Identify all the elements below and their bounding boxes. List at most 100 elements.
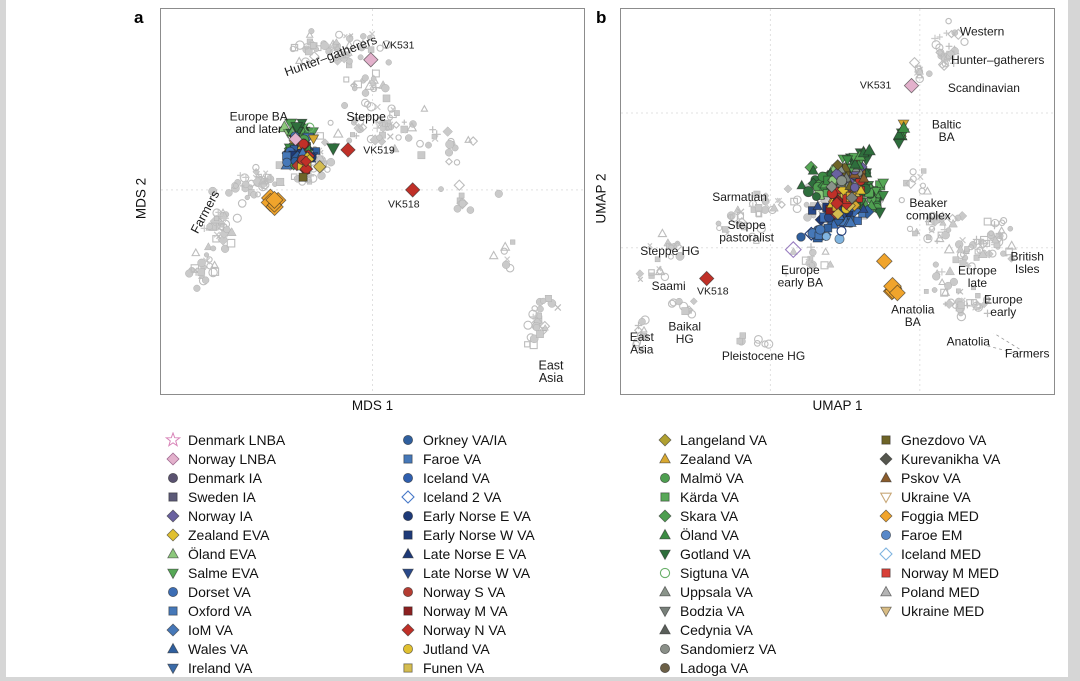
legend-item-dorset-va: Dorset VA xyxy=(165,582,285,601)
background-point xyxy=(945,42,953,50)
sample-point xyxy=(830,196,844,211)
background-point xyxy=(925,234,931,240)
panel-a-letter: a xyxy=(134,8,144,27)
background-point xyxy=(946,49,956,59)
background-point xyxy=(373,124,382,133)
background-point xyxy=(328,44,334,49)
annotation-europe: Europe early BA xyxy=(778,263,823,290)
sample-point xyxy=(873,207,887,220)
legend-label: Late Norse W VA xyxy=(423,564,531,581)
sample-point xyxy=(857,172,870,183)
background-point xyxy=(975,293,981,299)
background-point xyxy=(376,134,383,141)
background-point xyxy=(763,201,770,209)
sample-point xyxy=(290,122,304,134)
background-point xyxy=(420,104,429,112)
background-point xyxy=(387,104,396,113)
annotation-vk531: VK531 xyxy=(860,79,892,91)
annotation-vk518: VK518 xyxy=(388,198,420,210)
background-point xyxy=(308,28,315,35)
sample-point xyxy=(821,232,831,241)
background-point xyxy=(1005,247,1013,256)
background-cluster-right-sparse xyxy=(438,159,503,214)
legend-item-skara-va: Skara VA xyxy=(657,506,776,525)
annotation-british: British Isles xyxy=(1011,250,1044,277)
background-point xyxy=(826,260,835,268)
background-point xyxy=(640,325,648,333)
sample-point xyxy=(831,159,844,171)
legend-column-2: Orkney VA/IA Faroe VA Iceland VA Iceland 2 … xyxy=(400,430,535,678)
background-point xyxy=(237,199,247,208)
circle-marker-icon xyxy=(660,644,670,655)
background-point xyxy=(1000,250,1007,257)
background-cluster-baikal-hg xyxy=(667,297,698,319)
triangle-up-marker-icon xyxy=(167,547,179,559)
sample-point xyxy=(845,191,859,205)
background-point xyxy=(370,85,378,93)
legend-item-poland-med: Poland MED xyxy=(878,582,1000,601)
background-point xyxy=(532,323,541,332)
legend-item-iceland-va: Iceland VA xyxy=(400,468,535,487)
legend-item-sandomierz-va: Sandomierz VA xyxy=(657,640,776,659)
background-point xyxy=(915,74,924,83)
background-point xyxy=(343,33,348,39)
sample-point xyxy=(807,164,819,175)
background-point xyxy=(803,213,812,222)
diamond-marker-icon xyxy=(166,528,180,542)
sample-point xyxy=(802,186,814,198)
background-point xyxy=(938,60,950,72)
background-point xyxy=(453,204,462,213)
annotation-baltic: Baltic BA xyxy=(932,117,961,144)
background-point xyxy=(657,228,668,238)
legend-item-land-eva: Öland EVA xyxy=(165,544,285,563)
mds-scatter-plot: Hunter–gatherers VK531 Europe BA and later S… xyxy=(161,9,584,394)
marker-vk518 xyxy=(698,270,715,287)
background-point xyxy=(964,302,971,309)
background-point xyxy=(341,102,349,109)
background-point xyxy=(931,40,941,50)
background-point xyxy=(933,214,941,222)
square-marker-icon xyxy=(403,454,413,464)
background-point xyxy=(632,340,641,349)
background-point xyxy=(928,225,936,233)
square-marker-icon xyxy=(168,606,178,616)
background-point xyxy=(983,217,992,226)
legend-label: Oxford VA xyxy=(188,602,252,619)
legend-item-kurevanikha-va: Kurevanikha VA xyxy=(878,449,1000,468)
diamond-marker-icon xyxy=(658,432,672,447)
background-point xyxy=(384,123,392,131)
background-point xyxy=(909,168,917,176)
marker-gotland-accent xyxy=(326,143,341,156)
background-point xyxy=(510,239,516,245)
background-point xyxy=(361,74,369,82)
background-point xyxy=(898,196,905,204)
left-margin xyxy=(0,0,6,681)
background-point xyxy=(716,224,723,232)
background-cluster-anatolia xyxy=(923,261,958,297)
sample-point xyxy=(836,225,847,237)
legend-label: Wales VA xyxy=(188,641,248,658)
background-point xyxy=(990,235,1000,244)
background-point xyxy=(761,205,770,214)
background-point xyxy=(366,34,373,41)
background-point xyxy=(792,204,802,214)
background-cluster-background-left xyxy=(715,202,767,244)
legend-item-wales-va: Wales VA xyxy=(165,640,285,659)
legend-item-faroe-em: Faroe EM xyxy=(878,525,1000,544)
annotation-steppe-hg: Steppe HG xyxy=(640,244,699,258)
background-point xyxy=(736,337,744,345)
diamond-marker-icon xyxy=(879,547,893,561)
background-point xyxy=(1007,254,1016,263)
sample-point xyxy=(796,232,806,242)
legend-label: Iceland MED xyxy=(901,545,982,562)
legend-item-zealand-eva: Zealand EVA xyxy=(165,525,285,544)
background-point xyxy=(341,45,353,56)
background-point xyxy=(748,232,757,241)
background-point xyxy=(216,234,221,240)
background-cluster-saami xyxy=(635,265,670,283)
background-point xyxy=(303,43,310,50)
background-point xyxy=(404,134,413,142)
background-point xyxy=(988,249,997,258)
legend-label: Zealand VA xyxy=(680,450,753,467)
annotation-vk519: VK519 xyxy=(363,144,395,156)
